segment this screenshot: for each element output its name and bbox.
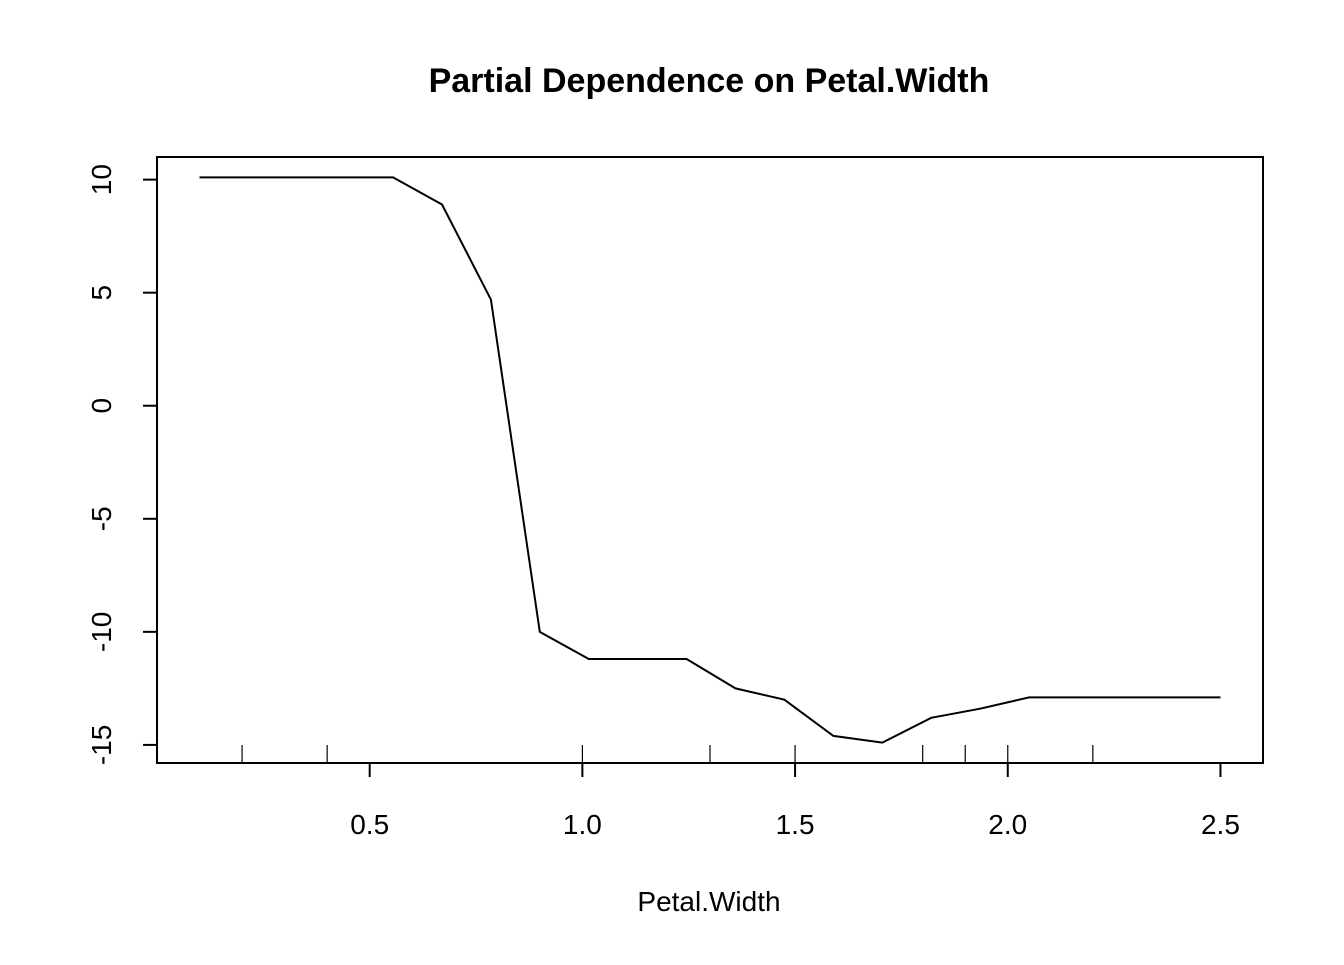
y-tick-label: 5	[86, 285, 117, 301]
series-line	[199, 176, 1221, 744]
y-tick-label: -15	[86, 725, 117, 765]
x-tick-label: 2.5	[1201, 809, 1240, 840]
rug-marks	[241, 745, 1094, 763]
y-tick-label: -5	[86, 506, 117, 531]
y-tick-label: 0	[86, 398, 117, 414]
y-tick-label: 10	[86, 164, 117, 195]
x-tick-label: 1.5	[776, 809, 815, 840]
y-tick-label: -10	[86, 612, 117, 652]
chart-title: Partial Dependence on Petal.Width	[429, 62, 990, 100]
x-tick-label: 0.5	[350, 809, 389, 840]
x-axis: 0.5 1.0 1.5 2.0 2.5	[350, 762, 1240, 840]
x-tick-label: 1.0	[563, 809, 602, 840]
y-axis: -15 -10 -5 0 5 10	[86, 164, 158, 765]
x-axis-label: Petal.Width	[637, 886, 780, 917]
x-tick-label: 2.0	[988, 809, 1027, 840]
